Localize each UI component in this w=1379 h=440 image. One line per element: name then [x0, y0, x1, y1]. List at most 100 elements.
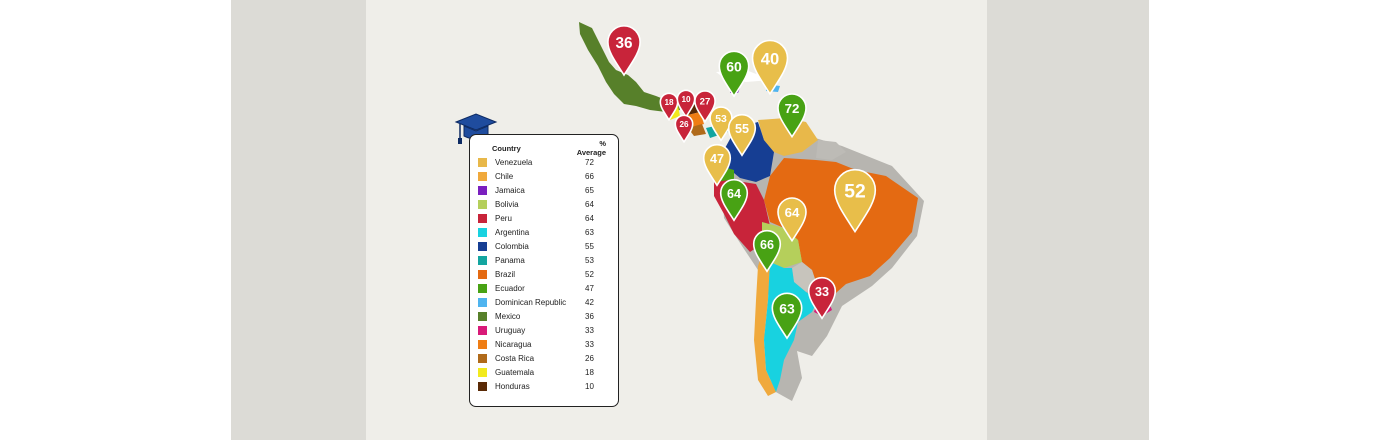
map-pin-label: 72 [785, 101, 800, 116]
map-pin-label: 60 [726, 58, 742, 74]
map-pin-shape [719, 178, 749, 222]
legend-country: Colombia [495, 241, 529, 251]
legend-value: 36 [585, 312, 594, 322]
legend-row: Panama 53 [478, 253, 610, 267]
legend-country: Uruguay [495, 326, 526, 336]
map-pin-label: 66 [760, 238, 774, 252]
legend-value: 47 [585, 283, 594, 293]
legend-country: Bolivia [495, 199, 519, 209]
map-pin-label: 36 [615, 35, 632, 52]
map-pin-shape [674, 114, 694, 144]
background-panel-right [987, 0, 1149, 440]
map-pin-shape [727, 113, 757, 157]
legend-header: Country % Average [478, 139, 610, 157]
legend-row: Bolivia 64 [478, 197, 610, 211]
map-pin-label: 27 [700, 97, 711, 108]
legend-swatch [478, 199, 487, 209]
legend-swatch [478, 340, 487, 350]
legend-country: Mexico [495, 312, 521, 322]
legend-country: Nicaragua [495, 340, 532, 350]
map-pin-marker: 64 [777, 197, 807, 243]
map-pin-marker: 33 [807, 276, 837, 320]
map-pin-shape [676, 89, 696, 119]
map-pin-marker: 27 [694, 90, 716, 124]
legend-header-country: Country [492, 143, 521, 153]
legend-country: Brazil [495, 269, 516, 279]
legend-swatch [478, 213, 487, 223]
legend-header-value: % Average [576, 139, 607, 157]
legend-swatch [478, 297, 487, 307]
legend-swatch [478, 326, 487, 336]
markers-layer: 36 60 40 72 18 10 27 26 53 55 47 64 52 64 66 33 63 [607, 25, 877, 340]
map-pin-label: 63 [779, 300, 795, 316]
map-pin-label: 64 [785, 205, 800, 220]
map-legend: Country % Average Venezuela 72 Chile 66 Jama… [469, 134, 619, 407]
legend-country: Costa Rica [495, 354, 535, 364]
legend-country: Peru [495, 213, 512, 223]
legend-row: Brazil 52 [478, 267, 610, 281]
legend-swatch [478, 255, 487, 265]
map-pin-label: 64 [727, 187, 741, 201]
map-pin-marker: 55 [727, 113, 757, 157]
legend-country: Guatemala [495, 368, 535, 378]
legend-row: Peru 64 [478, 211, 610, 225]
map-pin-shape [694, 90, 716, 124]
map-pin-marker: 60 [718, 50, 750, 98]
map-pin-marker: 47 [702, 143, 732, 187]
map-pin-shape [807, 276, 837, 320]
legend-value: 26 [585, 354, 594, 364]
map-pin-label: 47 [710, 152, 724, 166]
legend-value: 33 [585, 340, 594, 350]
map-pin-marker: 18 [659, 92, 679, 122]
legend-row: Nicaragua 33 [478, 338, 610, 352]
legend-value: 53 [585, 255, 594, 265]
map-pin-label: 52 [844, 181, 865, 202]
legend-value: 55 [585, 241, 594, 251]
map-pin-shape [607, 25, 641, 77]
legend-swatch [478, 312, 487, 322]
map-pin-shape [771, 292, 803, 340]
map-pin-marker: 10 [676, 89, 696, 119]
legend-rows: Venezuela 72 Chile 66 Jamaica 65 Bolivia 64 Peru… [478, 155, 610, 394]
map-pin-shape [718, 50, 750, 98]
legend-value: 33 [585, 326, 594, 336]
map-pin-shape [702, 143, 732, 187]
legend-country: Argentina [495, 227, 530, 237]
legend-swatch [478, 283, 487, 293]
region-chile [754, 254, 776, 396]
region-brazil [764, 158, 918, 300]
legend-value: 64 [585, 199, 594, 209]
legend-row: Argentina 63 [478, 225, 610, 239]
legend-row: Honduras 10 [478, 380, 610, 394]
legend-row: Ecuador 47 [478, 281, 610, 295]
map-pin-marker: 36 [607, 25, 641, 77]
map-pin-shape [752, 229, 782, 273]
legend-value: 42 [585, 297, 594, 307]
legend-swatch [478, 185, 487, 195]
legend-swatch [478, 382, 487, 392]
background-panel-left [231, 0, 366, 440]
legend-value: 10 [585, 382, 594, 392]
legend-row: Guatemala 18 [478, 366, 610, 380]
legend-country: Jamaica [495, 185, 525, 195]
legend-country: Ecuador [495, 283, 525, 293]
map-pin-label: 55 [735, 122, 749, 136]
legend-swatch [478, 241, 487, 251]
region-guianas [816, 140, 846, 160]
map-canvas: 36 60 40 72 18 10 27 26 53 55 47 64 52 64 66 33 63 [366, 0, 987, 440]
legend-value: 64 [585, 213, 594, 223]
map-pin-shape [777, 93, 807, 139]
legend-row: Costa Rica 26 [478, 352, 610, 366]
legend-swatch [478, 368, 487, 378]
map-pin-label: 40 [761, 49, 779, 68]
map-pin-marker: 64 [719, 178, 749, 222]
legend-country: Chile [495, 171, 514, 181]
legend-value: 18 [585, 368, 594, 378]
legend-country: Honduras [495, 382, 530, 392]
region-venezuela [758, 118, 818, 156]
legend-row: Jamaica 65 [478, 183, 610, 197]
legend-row: Uruguay 33 [478, 324, 610, 338]
legend-value: 66 [585, 171, 594, 181]
map-pin-shape [833, 168, 877, 234]
legend-row: Dominican Republic 42 [478, 295, 610, 309]
